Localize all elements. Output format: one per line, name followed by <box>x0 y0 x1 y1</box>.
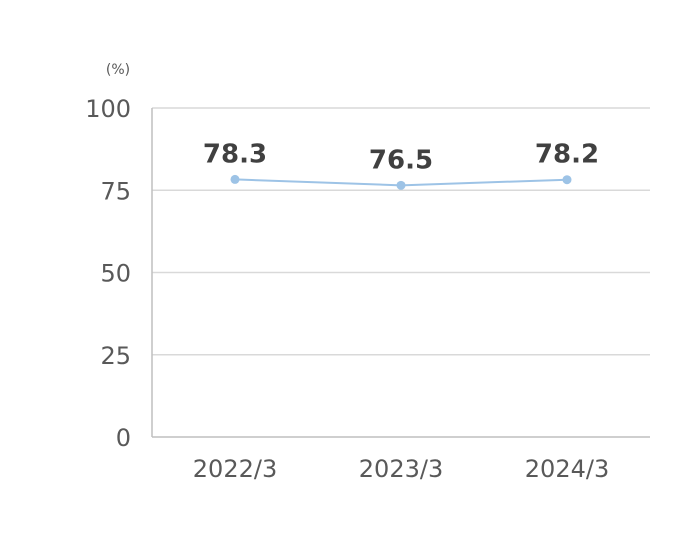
data-label: 76.5 <box>369 145 433 175</box>
y-tick-label: 50 <box>100 260 131 288</box>
y-tick-label: 0 <box>116 424 131 452</box>
axes <box>151 108 650 438</box>
data-point <box>396 180 406 190</box>
y-axis-tick-labels: 0 25 50 75 100 <box>85 95 131 452</box>
data-labels: 78.3 76.5 78.2 <box>203 139 599 175</box>
x-tick-label: 2023/3 <box>359 455 443 483</box>
gridlines <box>152 107 650 356</box>
data-point <box>562 175 572 185</box>
y-tick-label: 100 <box>85 95 131 123</box>
y-tick-label: 25 <box>100 342 131 370</box>
data-label: 78.2 <box>535 140 599 170</box>
y-tick-label: 75 <box>100 177 131 205</box>
y-axis-unit-label: (%) <box>106 62 130 78</box>
series <box>230 174 572 190</box>
x-tick-label: 2022/3 <box>193 455 277 483</box>
x-axis-tick-labels: 2022/3 2023/3 2024/3 <box>193 455 609 483</box>
data-point <box>230 174 240 184</box>
x-tick-label: 2024/3 <box>525 455 609 483</box>
data-label: 78.3 <box>203 139 267 169</box>
